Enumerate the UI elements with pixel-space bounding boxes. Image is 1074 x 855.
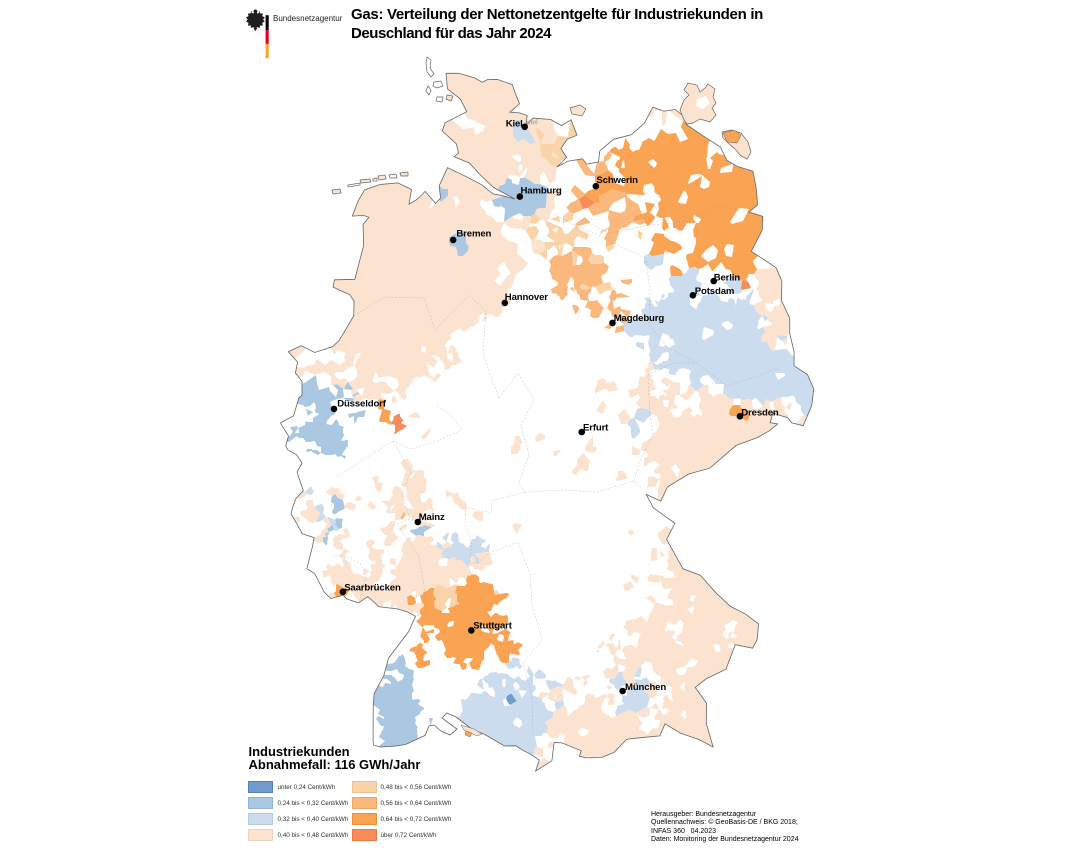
- svg-text:Hamburg: Hamburg: [521, 186, 562, 197]
- svg-text:Dresden: Dresden: [741, 407, 779, 418]
- svg-text:Schwerin: Schwerin: [596, 175, 638, 186]
- svg-text:Berlin: Berlin: [714, 272, 741, 283]
- svg-text:Magdeburg: Magdeburg: [614, 313, 665, 324]
- svg-text:München: München: [625, 682, 666, 693]
- svg-text:Saarbrücken: Saarbrücken: [344, 582, 401, 593]
- svg-text:Mainz: Mainz: [419, 512, 445, 523]
- svg-text:Potsdam: Potsdam: [695, 286, 734, 297]
- svg-text:Stuttgart: Stuttgart: [473, 621, 513, 632]
- svg-text:Kiel: Kiel: [526, 120, 538, 127]
- svg-text:Hannover: Hannover: [505, 292, 548, 303]
- svg-text:Kiel: Kiel: [506, 118, 523, 129]
- svg-text:Bremen: Bremen: [456, 229, 491, 240]
- svg-text:Erfurt: Erfurt: [583, 423, 609, 434]
- svg-text:Düsseldorf: Düsseldorf: [337, 399, 387, 410]
